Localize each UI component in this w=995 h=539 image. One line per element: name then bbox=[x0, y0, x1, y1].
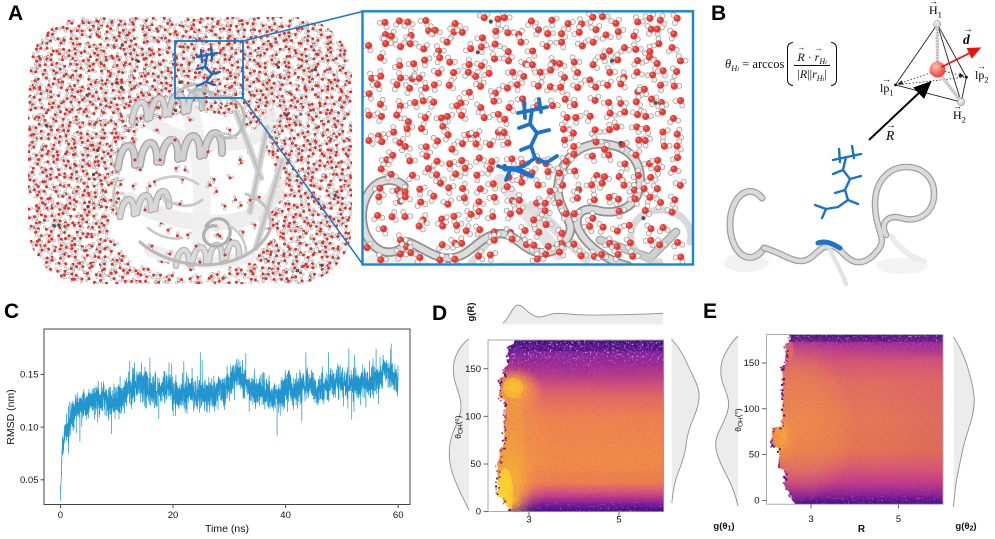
svg-text:A: A bbox=[8, 2, 23, 25]
svg-text:0.05: 0.05 bbox=[20, 475, 39, 486]
svg-text:20: 20 bbox=[168, 510, 179, 521]
svg-text:C: C bbox=[4, 300, 19, 323]
svg-text:E: E bbox=[703, 300, 717, 323]
svg-text:50: 50 bbox=[470, 459, 481, 470]
svg-text:R: R bbox=[858, 524, 866, 535]
svg-text:B: B bbox=[711, 2, 726, 25]
svg-text:3: 3 bbox=[526, 515, 531, 526]
svg-text:0.10: 0.10 bbox=[20, 422, 39, 433]
svg-text:50: 50 bbox=[749, 450, 760, 461]
svg-text:Time (ns): Time (ns) bbox=[205, 523, 249, 535]
svg-text:θOH(°): θOH(°) bbox=[733, 408, 745, 432]
svg-text:RMSD (nm): RMSD (nm) bbox=[5, 389, 17, 444]
svg-text:g(R): g(R) bbox=[466, 303, 477, 322]
svg-text:5: 5 bbox=[616, 515, 621, 526]
svg-text:100: 100 bbox=[465, 411, 481, 422]
svg-text:g(θ1): g(θ1) bbox=[713, 521, 734, 533]
svg-text:0.15: 0.15 bbox=[20, 370, 39, 381]
svg-text:40: 40 bbox=[280, 510, 291, 521]
svg-text:150: 150 bbox=[744, 358, 760, 369]
svg-text:5: 5 bbox=[896, 514, 901, 525]
svg-text:150: 150 bbox=[465, 364, 481, 375]
svg-text:3: 3 bbox=[808, 514, 813, 525]
svg-text:100: 100 bbox=[744, 404, 760, 415]
svg-text:60: 60 bbox=[393, 510, 404, 521]
svg-text:0: 0 bbox=[754, 496, 759, 507]
svg-text:0: 0 bbox=[476, 507, 481, 518]
svg-text:θOH(°): θOH(°) bbox=[453, 415, 465, 439]
svg-text:0: 0 bbox=[58, 510, 63, 521]
svg-text:D: D bbox=[432, 302, 447, 325]
svg-text:g(θ2): g(θ2) bbox=[955, 521, 976, 533]
